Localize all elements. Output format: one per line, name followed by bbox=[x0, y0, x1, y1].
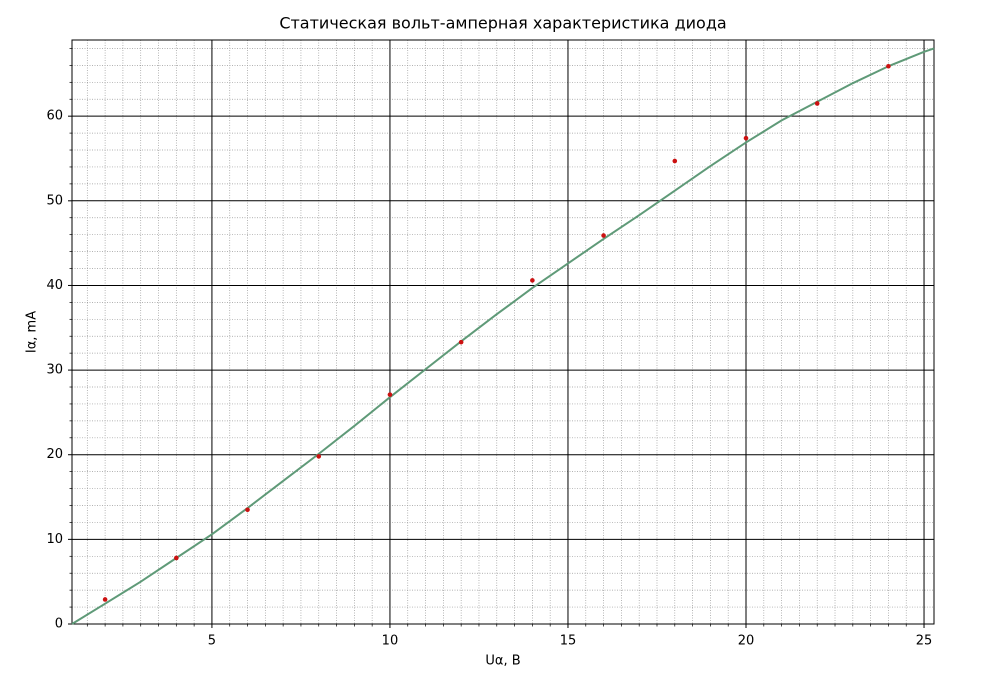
y-tick-label: 10 bbox=[46, 532, 63, 547]
curve bbox=[71, 47, 935, 625]
point bbox=[672, 158, 678, 164]
y-tick-label: 30 bbox=[46, 363, 63, 378]
y-tick-label: 60 bbox=[46, 109, 63, 124]
point bbox=[245, 507, 250, 513]
x-tick-label: 20 bbox=[738, 634, 755, 649]
point bbox=[458, 339, 464, 345]
point bbox=[814, 101, 820, 106]
point bbox=[530, 278, 535, 283]
y-tick-label: 0 bbox=[55, 617, 63, 632]
point bbox=[316, 454, 322, 459]
point bbox=[743, 135, 749, 141]
y-tick-label: 50 bbox=[46, 193, 63, 208]
point bbox=[174, 555, 179, 561]
x-tick-label: 5 bbox=[208, 634, 216, 649]
plot-frame bbox=[71, 39, 935, 625]
x-tick-label: 10 bbox=[382, 634, 399, 649]
point bbox=[601, 233, 606, 238]
y-tick-label: 20 bbox=[46, 447, 63, 462]
x-tick-label: 25 bbox=[916, 634, 933, 649]
chart-title: Статическая вольт-амперная характеристик… bbox=[279, 14, 726, 33]
y-tick-label: 40 bbox=[46, 278, 63, 293]
y-axis-label: Iα, mA bbox=[25, 311, 40, 353]
x-axis-label: Uα, B bbox=[485, 654, 520, 669]
point bbox=[387, 392, 393, 397]
x-tick-label: 15 bbox=[560, 634, 577, 649]
point bbox=[886, 63, 891, 69]
point bbox=[102, 597, 108, 602]
